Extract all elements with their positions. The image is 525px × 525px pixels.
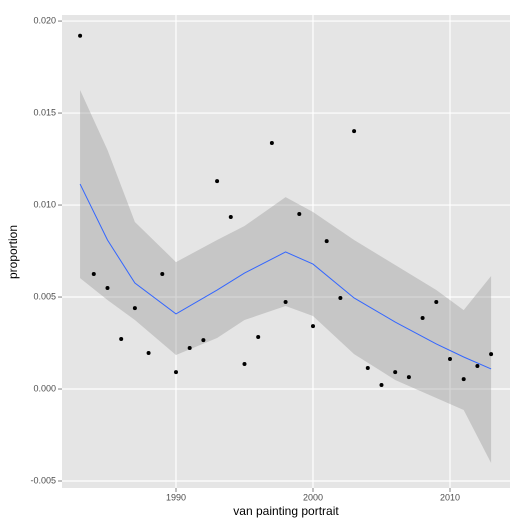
point <box>119 336 124 341</box>
plot-panel <box>62 15 510 488</box>
confidence-band <box>80 90 492 463</box>
point <box>310 324 315 329</box>
point <box>242 362 247 367</box>
point <box>91 272 96 277</box>
x-tick-label: 2010 <box>440 492 460 502</box>
point <box>78 33 83 38</box>
y-tick-label: -0.005 <box>30 475 56 485</box>
point <box>324 239 329 244</box>
point <box>146 350 151 355</box>
y-tick-label: 0.020 <box>33 15 56 25</box>
point <box>379 382 384 387</box>
point <box>173 370 178 375</box>
point <box>269 141 274 146</box>
point <box>393 370 398 375</box>
point <box>461 377 466 382</box>
point <box>420 316 425 321</box>
y-tick-label: 0.005 <box>33 291 56 301</box>
point <box>447 357 452 362</box>
point <box>338 295 343 300</box>
point <box>201 338 206 343</box>
x-tick-label: 1990 <box>166 492 186 502</box>
point <box>489 352 494 357</box>
point <box>365 366 370 371</box>
x-tick-label: 2000 <box>303 492 323 502</box>
point <box>297 212 302 217</box>
point <box>105 286 110 291</box>
point <box>406 375 411 380</box>
point <box>475 364 480 369</box>
point <box>187 345 192 350</box>
point <box>228 215 233 220</box>
y-tick-label: 0.010 <box>33 199 56 209</box>
y-tick-label: 0.015 <box>33 107 56 117</box>
smooth-line <box>79 183 492 370</box>
point <box>434 300 439 305</box>
point <box>132 306 137 311</box>
y-tick-label: 0.000 <box>33 383 56 393</box>
point <box>256 334 261 339</box>
x-axis-title: van painting portrait <box>233 504 339 518</box>
point <box>160 272 165 277</box>
point <box>283 300 288 305</box>
y-axis-title: proportion <box>6 225 20 279</box>
point <box>352 129 357 134</box>
point <box>215 179 220 184</box>
